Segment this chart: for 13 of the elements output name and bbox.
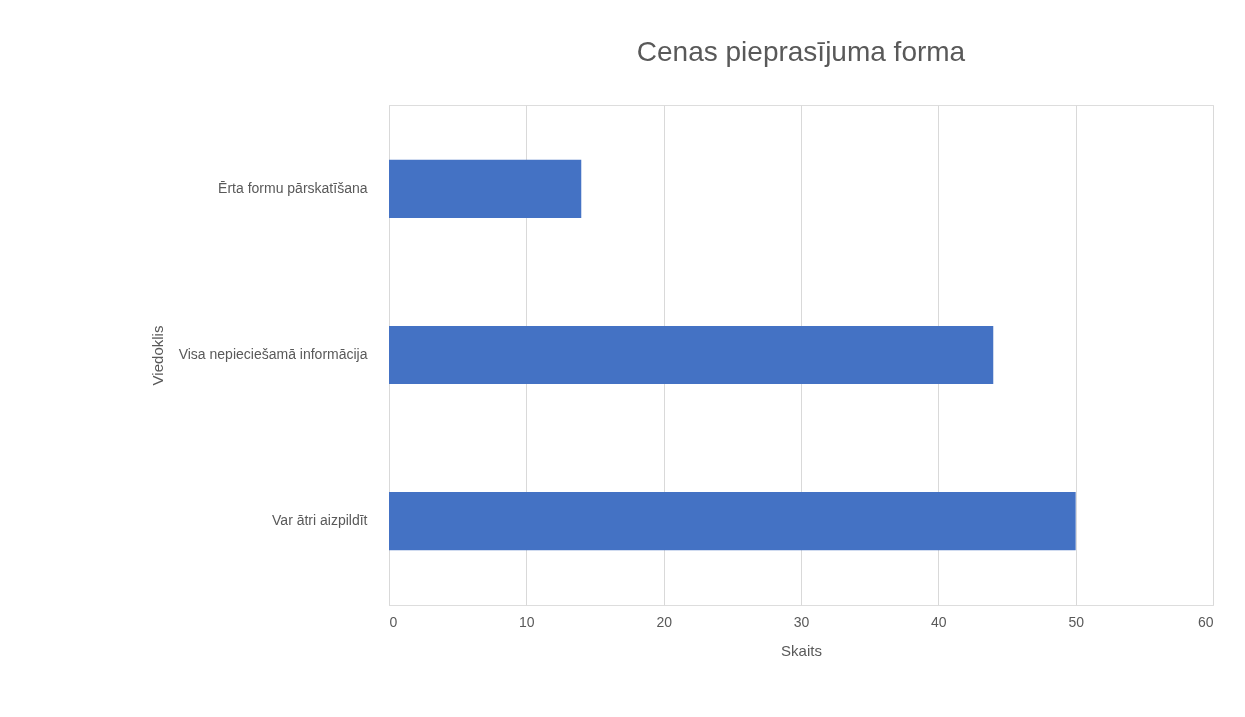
chart-title: Cenas pieprasījuma forma	[636, 36, 966, 67]
y-tick-label: Ērta formu pārskatīšana	[218, 179, 368, 196]
x-tick-label: 20	[656, 613, 673, 630]
x-tick-label: 0	[389, 613, 398, 630]
x-axis-title: Skaits	[781, 641, 822, 659]
x-tick-label: 40	[931, 613, 947, 630]
y-axis-title: Viedoklis	[148, 325, 166, 386]
x-tick-label: 60	[1197, 613, 1214, 630]
x-tick-label: 10	[519, 613, 535, 630]
y-tick-label: Var ātri aizpildīt	[272, 512, 368, 529]
x-tick-label: 30	[793, 613, 810, 630]
y-tick-label: Visa nepieciešamā informācija	[178, 346, 368, 362]
x-tick-label: 50	[1068, 613, 1085, 630]
